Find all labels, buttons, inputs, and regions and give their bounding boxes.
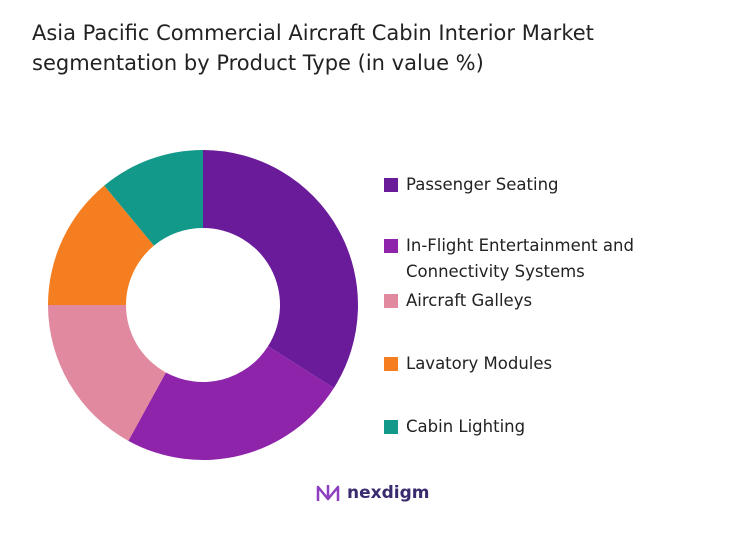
donut-slice bbox=[48, 305, 166, 441]
logo-icon bbox=[316, 485, 340, 501]
legend-item: Passenger Seating bbox=[384, 172, 704, 198]
donut-slice bbox=[48, 185, 154, 305]
legend-item: Lavatory Modules bbox=[384, 351, 704, 377]
legend-swatch bbox=[384, 357, 398, 371]
legend-item: In-Flight Entertainment and Connectivity… bbox=[384, 233, 704, 285]
legend-swatch bbox=[384, 239, 398, 253]
donut-slice bbox=[104, 150, 203, 246]
legend-label: In-Flight Entertainment and Connectivity… bbox=[406, 236, 634, 281]
chart-title: Asia Pacific Commercial Aircraft Cabin I… bbox=[32, 21, 594, 75]
legend-label: Passenger Seating bbox=[406, 175, 559, 194]
legend-label: Cabin Lighting bbox=[406, 417, 526, 436]
legend-item: Aircraft Galleys bbox=[384, 288, 704, 314]
donut-slice bbox=[203, 150, 358, 389]
legend-label: Lavatory Modules bbox=[406, 354, 553, 373]
logo: nexdigm bbox=[315, 482, 429, 504]
legend-swatch bbox=[384, 294, 398, 308]
legend-label: Aircraft Galleys bbox=[406, 291, 533, 310]
logo-text: nexdigm bbox=[347, 483, 430, 503]
legend-swatch bbox=[384, 420, 398, 434]
legend-item: Cabin Lighting bbox=[384, 414, 704, 440]
legend-swatch bbox=[384, 178, 398, 192]
donut-slice bbox=[128, 346, 334, 460]
